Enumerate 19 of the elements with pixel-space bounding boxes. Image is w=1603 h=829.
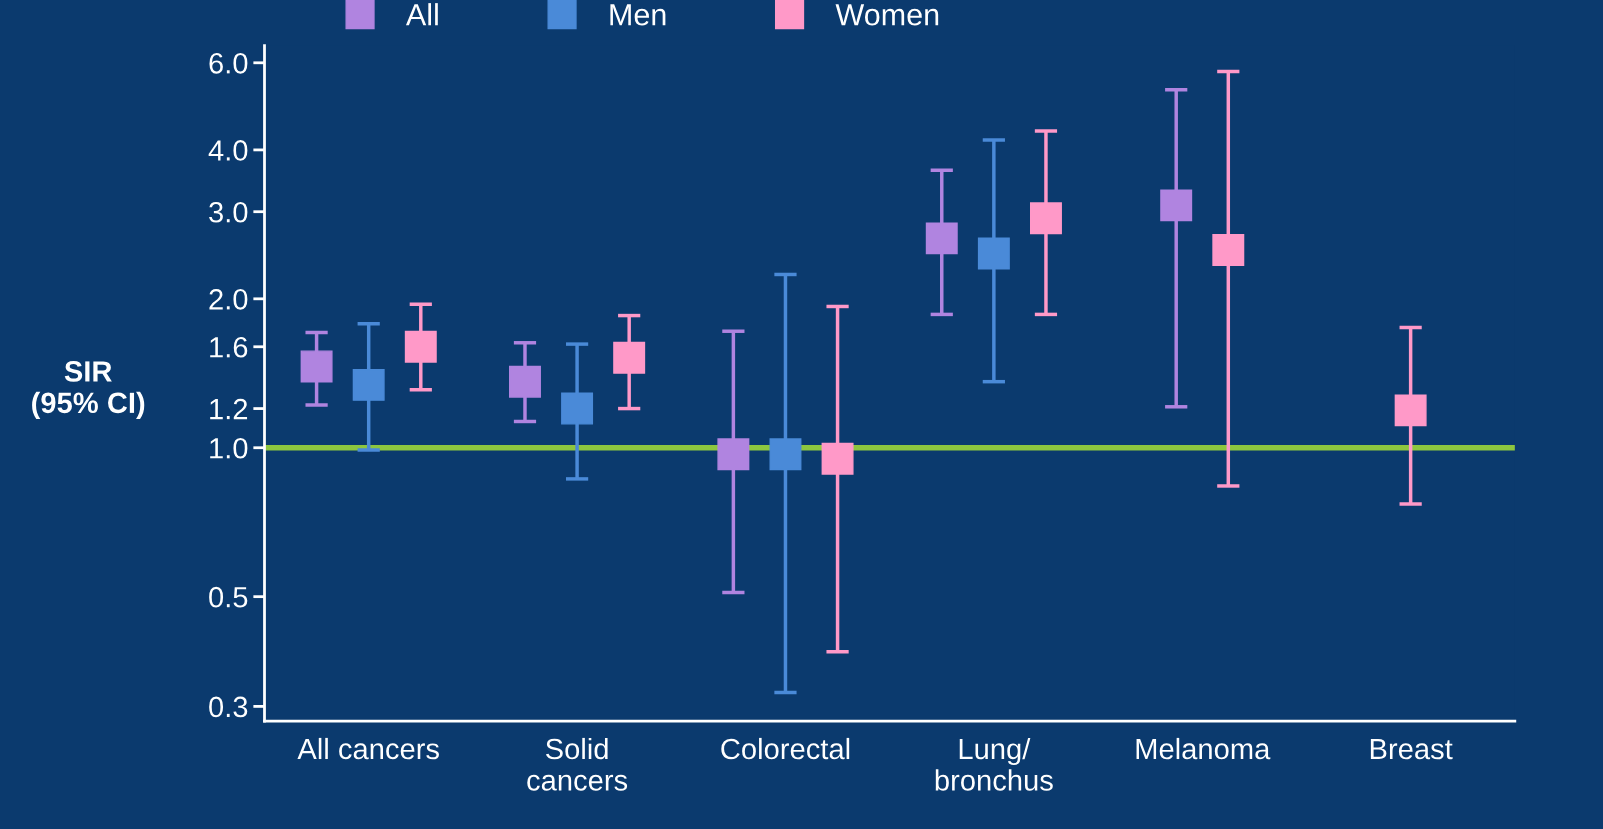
x-tick-label: Lung/ bronchus <box>935 737 1053 791</box>
y-tick-label: 1.0 <box>210 437 248 459</box>
x-tick-label: All cancers <box>297 737 439 760</box>
y-tick-label: 2.0 <box>209 289 248 310</box>
y-tick-label: 3.0 <box>209 201 248 223</box>
y-tick-label: 1.6 <box>210 336 248 358</box>
legend-label: Men <box>610 4 666 26</box>
legend-label: Women <box>835 4 939 26</box>
y-tick-label: 4.0 <box>208 140 248 161</box>
y-tick-label: 6.0 <box>209 52 248 74</box>
y-tick-label: 1.2 <box>210 398 248 420</box>
y-tick-label: 0.3 <box>209 696 248 718</box>
x-tick-label: Melanoma <box>1136 737 1271 760</box>
x-tick-label: Solid cancers <box>527 737 628 791</box>
legend-label: All <box>405 3 438 26</box>
x-tick-label: Breast <box>1370 738 1453 760</box>
y-axis-title: SIR (95% CI) <box>32 361 145 419</box>
y-tick-label: 0.5 <box>209 586 248 608</box>
x-tick-label: Colorectal <box>721 737 850 760</box>
